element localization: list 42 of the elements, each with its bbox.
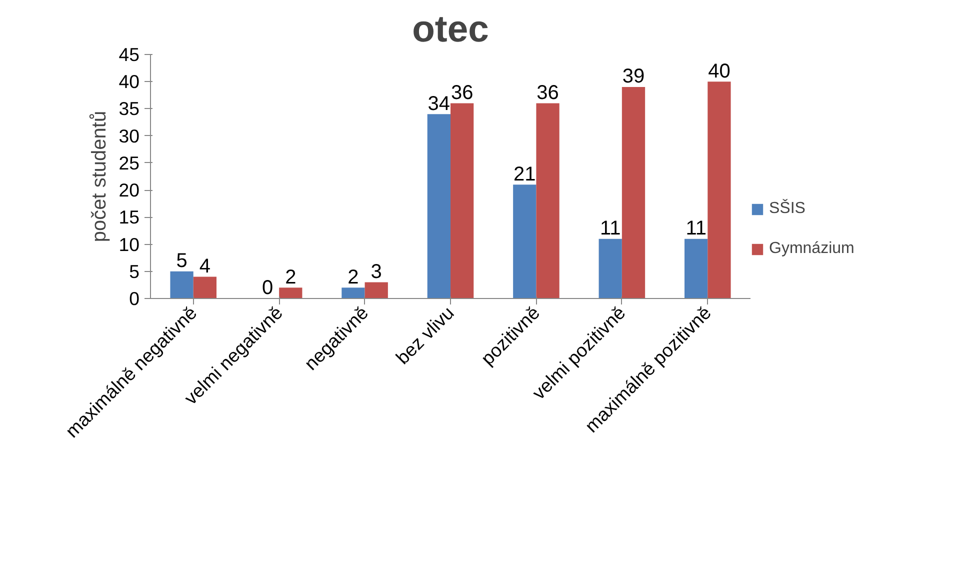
data-label: 21 bbox=[514, 163, 536, 186]
bar bbox=[170, 271, 194, 298]
bar bbox=[536, 103, 560, 298]
bar bbox=[364, 282, 388, 298]
data-label: 11 bbox=[686, 218, 706, 240]
x-tick-label: bez vlivu bbox=[392, 302, 458, 368]
y-tick-label: 30 bbox=[118, 125, 140, 146]
bar bbox=[684, 238, 708, 298]
data-label: 4 bbox=[199, 255, 210, 278]
data-label: 5 bbox=[176, 250, 188, 272]
data-label: 11 bbox=[600, 218, 621, 240]
chart-title: otec bbox=[412, 8, 489, 50]
legend-label: Gymnázium bbox=[769, 240, 854, 258]
data-label: 2 bbox=[285, 266, 296, 288]
legend-label: SŠIS bbox=[769, 200, 806, 218]
y-tick-label: 5 bbox=[129, 260, 140, 282]
data-label: 0 bbox=[262, 277, 274, 300]
y-axis-title: počet studentů bbox=[88, 110, 111, 242]
data-label: 36 bbox=[536, 82, 559, 104]
y-tick-label: 35 bbox=[118, 98, 140, 120]
y-tick-label: 45 bbox=[118, 44, 140, 65]
bar bbox=[279, 288, 302, 298]
data-label: 2 bbox=[348, 266, 359, 288]
y-tick-label: 10 bbox=[118, 234, 140, 255]
bar bbox=[708, 82, 731, 298]
y-tick-label: 25 bbox=[118, 152, 140, 174]
y-tick-label: 0 bbox=[129, 288, 140, 309]
data-label: 3 bbox=[370, 260, 382, 283]
bar bbox=[427, 114, 450, 298]
y-tick-label: 20 bbox=[118, 180, 140, 201]
bar bbox=[513, 184, 536, 298]
y-tick-label: 15 bbox=[118, 206, 140, 228]
bar bbox=[598, 238, 622, 298]
bar bbox=[342, 288, 365, 298]
data-label: 40 bbox=[708, 60, 730, 82]
data-label: 34 bbox=[428, 92, 450, 115]
bar bbox=[193, 276, 216, 298]
bar bbox=[622, 87, 646, 298]
y-tick-label: 40 bbox=[118, 71, 140, 92]
data-label: 36 bbox=[450, 82, 474, 104]
data-label: 39 bbox=[622, 66, 645, 88]
bar bbox=[450, 103, 474, 298]
